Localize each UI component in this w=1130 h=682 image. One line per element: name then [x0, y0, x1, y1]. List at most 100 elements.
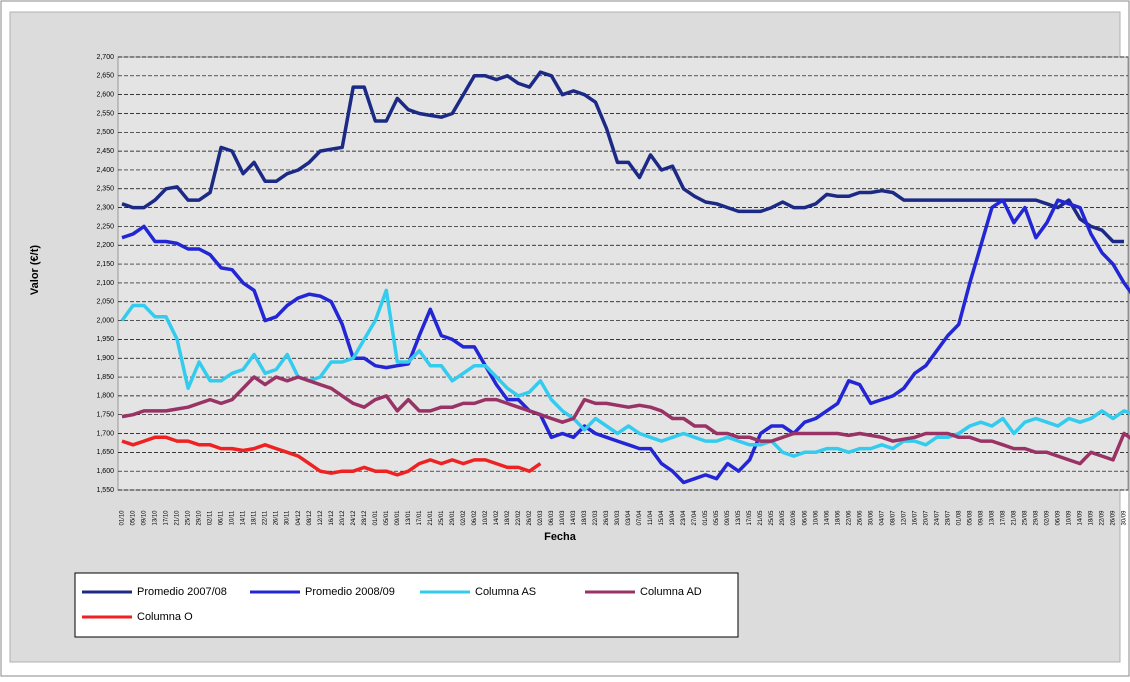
series-line [121, 435, 542, 477]
x-tick-label: 30/06 [868, 510, 874, 526]
legend [74, 572, 739, 638]
series-line [121, 198, 1130, 485]
x-tick-label: 25/01 [439, 510, 445, 526]
x-tick-label: 10/03 [560, 510, 566, 526]
y-axis-label: Valor (€/t) [29, 245, 41, 295]
series-line [120, 288, 1130, 458]
y-tick-label: 1,700 [96, 430, 114, 437]
legend-label: Promedio 2008/09 [305, 586, 395, 598]
x-tick-label: 13/08 [989, 510, 995, 526]
x-tick-label: 17/08 [1000, 510, 1006, 526]
legend-label: Columna AD [640, 586, 702, 598]
x-tick-label: 02/11 [208, 510, 214, 525]
y-tick-label: 2,600 [96, 91, 114, 98]
x-tick-label: 05/01 [384, 510, 390, 526]
x-axis-label: Fecha [544, 531, 577, 543]
y-tick-label: 2,300 [96, 204, 114, 211]
y-tick-label: 1,800 [96, 393, 114, 400]
x-tick-label: 21/08 [1011, 510, 1017, 526]
y-tick-label: 1,550 [96, 487, 114, 494]
x-tick-label: 22/06 [846, 510, 852, 526]
x-tick-label: 02/03 [538, 510, 544, 526]
legend-label: Promedio 2007/08 [137, 586, 227, 598]
x-tick-label: 14/03 [571, 510, 577, 526]
x-tick-label: 05/08 [967, 510, 973, 526]
x-tick-label: 10/09 [1067, 510, 1073, 526]
x-tick-label: 11/04 [648, 510, 654, 525]
x-tick-label: 10/06 [813, 510, 819, 526]
x-tick-label: 08/07 [890, 510, 896, 526]
x-tick-label: 17/01 [417, 510, 423, 526]
x-tick-label: 21/01 [428, 510, 434, 526]
series-line [121, 70, 1124, 244]
x-tick-label: 22/09 [1100, 510, 1106, 526]
x-tick-label: 13/01 [406, 510, 412, 526]
x-tick-label: 03/04 [626, 510, 632, 526]
x-tick-label: 18/06 [835, 510, 841, 526]
x-tick-label: 21/10 [175, 510, 181, 526]
x-tick-label: 02/06 [791, 510, 797, 526]
x-tick-label: 04/07 [879, 510, 885, 526]
y-tick-label: 2,100 [96, 280, 114, 287]
x-tick-label: 06/02 [472, 510, 478, 526]
x-tick-label: 06/03 [549, 510, 555, 526]
y-tick-label: 1,600 [96, 468, 114, 475]
x-tick-label: 12/07 [901, 510, 907, 526]
x-tick-label: 04/12 [296, 510, 302, 526]
x-tick-label: 28/12 [362, 510, 368, 526]
x-tick-label: 14/06 [824, 510, 830, 526]
y-tick-label: 1,850 [96, 374, 114, 381]
x-tick-label: 22/02 [516, 510, 522, 526]
x-tick-label: 13/10 [153, 510, 159, 526]
x-tick-label: 02/02 [461, 510, 467, 526]
legend-label: Columna AS [475, 586, 536, 598]
x-tick-label: 01/10 [120, 510, 126, 526]
x-tick-label: 25/05 [769, 510, 775, 526]
y-tick-label: 1,950 [96, 336, 114, 343]
x-tick-label: 01/08 [956, 510, 962, 526]
x-tick-label: 17/10 [164, 510, 170, 526]
x-tick-label: 17/05 [747, 510, 753, 526]
series-line [121, 375, 1130, 466]
x-tick-label: 30/09 [1122, 510, 1128, 526]
y-tick-label: 2,550 [96, 110, 114, 117]
x-tick-label: 24/12 [351, 510, 357, 526]
x-tick-label: 26/09 [1111, 510, 1117, 526]
x-tick-label: 14/11 [241, 510, 247, 525]
y-tick-label: 2,500 [96, 129, 114, 136]
x-tick-label: 25/08 [1022, 510, 1028, 526]
x-tick-label: 21/05 [758, 510, 764, 526]
x-tick-label: 12/12 [318, 510, 324, 526]
x-tick-label: 02/09 [1045, 510, 1051, 526]
x-tick-label: 09/05 [725, 510, 731, 526]
legend-label: Columna O [137, 611, 193, 623]
x-tick-label: 26/06 [857, 510, 863, 526]
x-tick-label: 29/05 [780, 510, 786, 526]
x-tick-label: 29/10 [197, 510, 203, 526]
x-tick-label: 14/02 [494, 510, 500, 526]
x-tick-label: 01/05 [703, 510, 709, 526]
x-tick-label: 29/08 [1033, 510, 1039, 526]
x-tick-label: 05/10 [131, 510, 137, 526]
x-tick-label: 26/03 [604, 510, 610, 526]
x-tick-label: 09/01 [395, 510, 401, 526]
x-tick-label: 14/09 [1078, 510, 1084, 526]
x-tick-label: 20/12 [340, 510, 346, 526]
x-tick-label: 16/12 [329, 510, 335, 526]
y-tick-label: 2,450 [96, 148, 114, 155]
x-tick-label: 16/07 [912, 510, 918, 526]
y-tick-label: 1,900 [96, 355, 114, 362]
x-tick-label: 09/10 [142, 510, 148, 526]
x-tick-label: 20/07 [923, 510, 929, 526]
x-tick-label: 08/12 [307, 510, 313, 526]
x-tick-label: 26/02 [527, 510, 533, 526]
x-tick-label: 28/07 [945, 510, 951, 526]
x-tick-label: 29/01 [450, 510, 456, 526]
x-tick-label: 05/05 [714, 510, 720, 526]
y-tick-label: 2,700 [96, 54, 114, 61]
x-tick-label: 01/01 [373, 510, 379, 526]
x-tick-label: 07/04 [637, 510, 643, 526]
x-tick-label: 24/07 [934, 510, 940, 526]
x-tick-label: 09/08 [978, 510, 984, 526]
